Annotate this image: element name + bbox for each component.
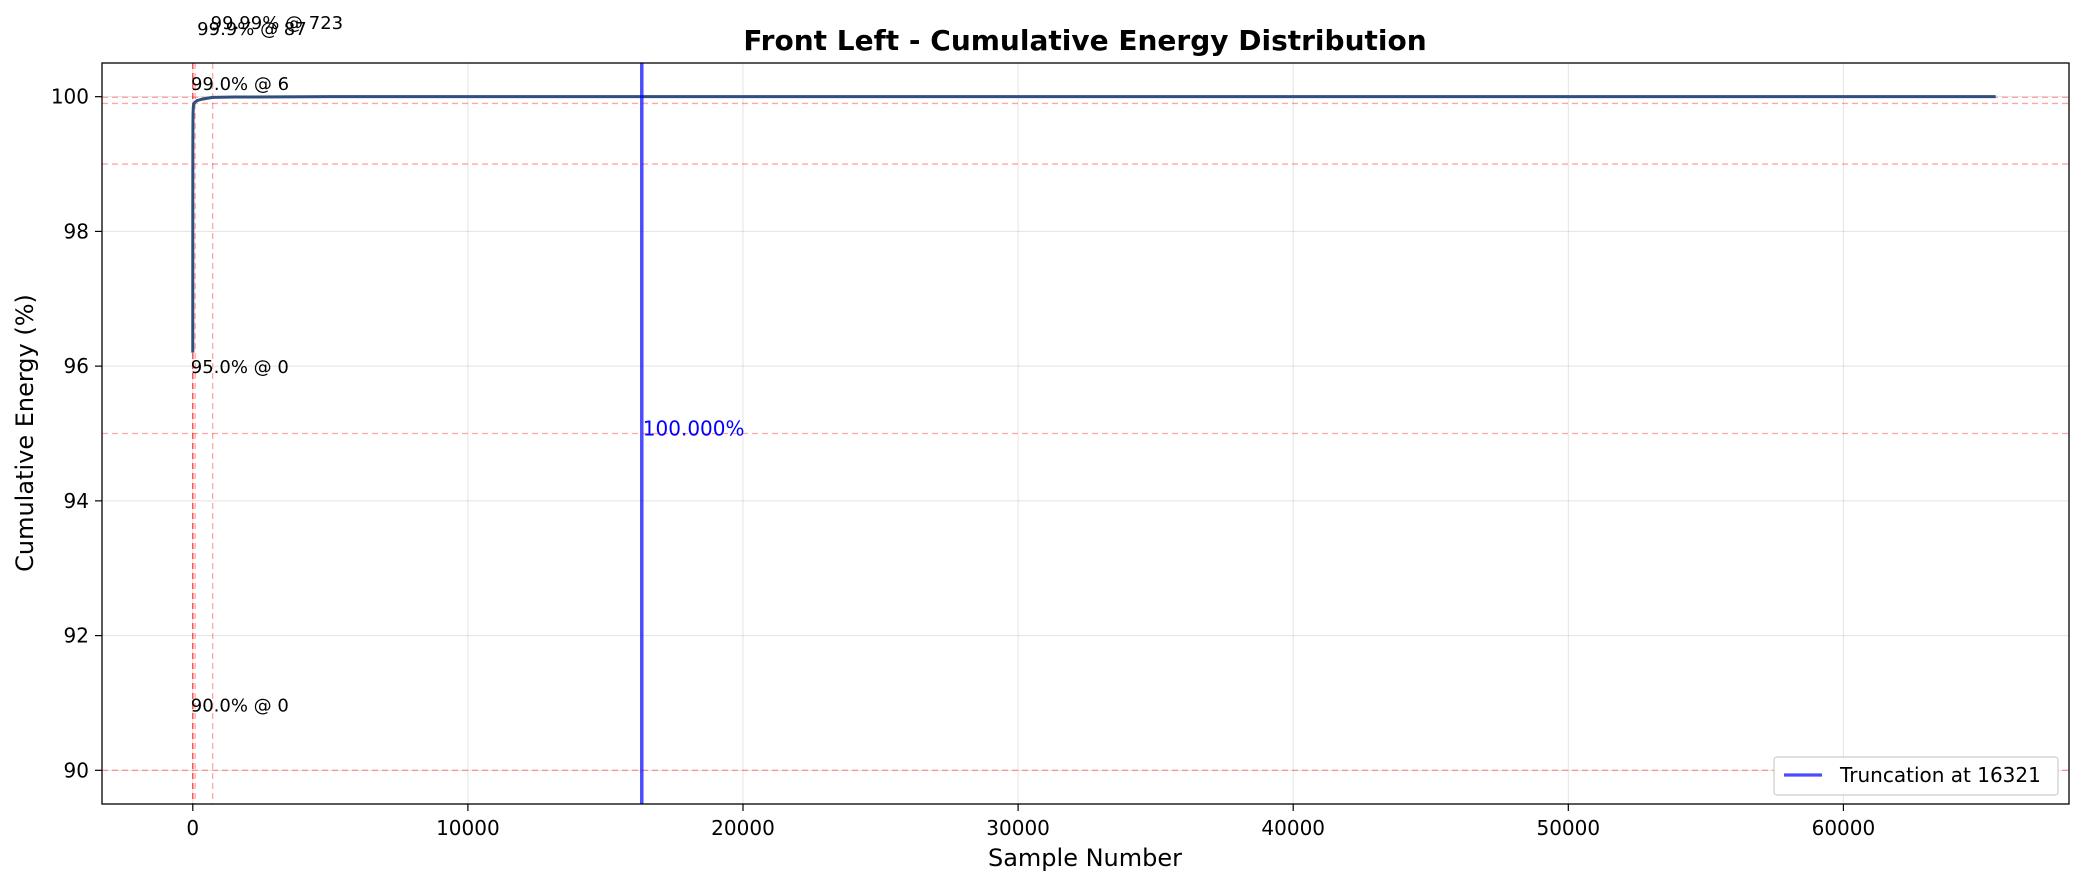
y-axis-ticks: 90 92 94 96 98 100 (51, 85, 102, 782)
legend: Truncation at 16321 (1773, 756, 2059, 796)
y-tick-label: 96 (64, 354, 89, 378)
energy-curve (191, 95, 1996, 353)
plot-frame (101, 62, 2070, 805)
threshold-annotations: 90.0% @ 0 95.0% @ 0 99.0% @ 6 99.9% @ 8799.… (191, 13, 343, 716)
y-tick-label: 92 (64, 624, 89, 648)
chart-title: Front Left - Cumulative Energy Distribut… (743, 24, 1426, 57)
series-layer (191, 95, 1996, 353)
threshold-annotation: 95.0% @ 0 (191, 357, 289, 378)
x-tick-label: 30000 (986, 816, 1050, 840)
x-tick-label: 20000 (711, 816, 775, 840)
y-tick-label: 98 (64, 219, 89, 243)
threshold-annotation: 90.0% @ 0 (191, 695, 289, 716)
legend-label: Truncation at 16321 (1839, 763, 2041, 787)
legend-box (1773, 756, 2059, 796)
y-tick-label: 94 (64, 489, 89, 513)
x-tick-label: 50000 (1536, 816, 1600, 840)
y-tick-label: 100 (51, 85, 89, 109)
truncation-label: 100.000% (643, 417, 745, 441)
x-axis-label: Sample Number (988, 844, 1182, 872)
x-tick-label: 0 (186, 816, 199, 840)
x-tick-label: 40000 (1261, 816, 1325, 840)
y-tick-label: 90 (64, 758, 89, 782)
threshold-annotation: 99.9% @ 87 (197, 19, 307, 40)
threshold-annotation: 99.99% @ 723 (211, 13, 343, 34)
x-tick-label: 60000 (1812, 816, 1876, 840)
y-axis-label: Cumulative Energy (%) (11, 294, 39, 572)
x-axis-ticks: 0 10000 20000 30000 40000 50000 60000 (186, 804, 1875, 840)
truncation-layer: 100.000% (640, 63, 745, 804)
threshold-annotation: 99.0% @ 6 (191, 74, 289, 95)
x-tick-label: 10000 (436, 816, 500, 840)
